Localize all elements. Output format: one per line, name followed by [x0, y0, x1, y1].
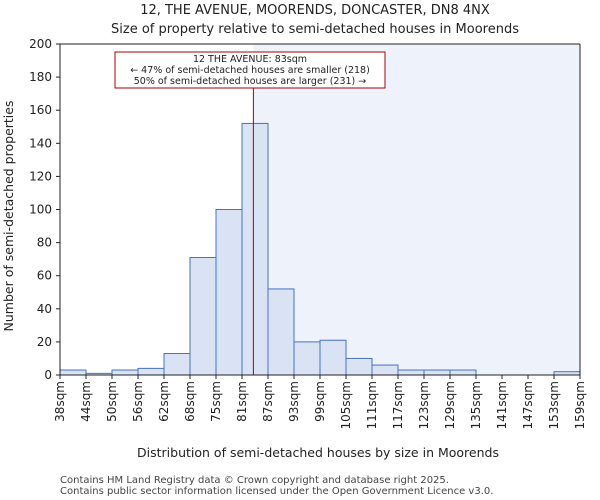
- x-tick-label: 159sqm: [573, 381, 587, 429]
- bar: [215, 209, 243, 376]
- y-tick-label: 180: [29, 70, 52, 84]
- bar: [449, 369, 477, 376]
- x-tick-label: 38sqm: [53, 381, 67, 422]
- y-tick-label: 0: [44, 368, 52, 382]
- y-tick-label: 40: [37, 302, 52, 316]
- y-tick-label: 120: [29, 169, 52, 183]
- y-tick-label: 100: [29, 203, 52, 217]
- bar: [189, 256, 217, 376]
- bar: [111, 369, 139, 376]
- x-tick-label: 50sqm: [105, 381, 119, 422]
- plot-area: 0 20 40 60 80 100 120 140 160 180 200 38sqm 44sqm 50s…: [29, 37, 587, 429]
- x-tick-label: 62sqm: [157, 381, 171, 422]
- x-tick-label: 111sqm: [365, 381, 379, 429]
- x-tick-label: 87sqm: [261, 381, 275, 422]
- y-tick-label: 200: [29, 37, 52, 51]
- bar: [423, 369, 451, 376]
- y-tick-label: 20: [37, 335, 52, 349]
- y-tick-label: 60: [37, 269, 52, 283]
- x-tick-label: 56sqm: [131, 381, 145, 422]
- y-axis-label: Number of semi-detached properties: [1, 101, 16, 332]
- bar: [371, 364, 399, 376]
- footer-line-1: Contains HM Land Registry data © Crown c…: [60, 475, 449, 486]
- y-tick-label: 140: [29, 136, 52, 150]
- bar: [241, 122, 269, 376]
- bar: [293, 341, 321, 376]
- x-tick-label: 93sqm: [287, 381, 301, 422]
- bar: [137, 367, 165, 376]
- x-tick-label: 99sqm: [313, 381, 327, 422]
- x-axis-label: Distribution of semi-detached houses by …: [137, 445, 499, 460]
- x-tick-label: 147sqm: [521, 381, 535, 429]
- bar: [319, 339, 347, 376]
- bar: [397, 369, 425, 376]
- annotation-line: 50% of semi-detached houses are larger (…: [134, 76, 367, 87]
- x-tick-label: 153sqm: [547, 381, 561, 429]
- x-tick-label: 141sqm: [495, 381, 509, 429]
- bar: [345, 357, 373, 376]
- annotation-box: [114, 51, 386, 89]
- footer-line-2: Contains public sector information licen…: [60, 486, 493, 497]
- x-tick-label: 129sqm: [443, 381, 457, 429]
- x-tick-label: 81sqm: [235, 381, 249, 422]
- chart-subtitle: Size of property relative to semi-detach…: [111, 22, 519, 37]
- annotation-line: ← 47% of semi-detached houses are smalle…: [130, 65, 370, 76]
- x-tick-label: 44sqm: [79, 381, 93, 422]
- y-tick-label: 160: [29, 103, 52, 117]
- bar: [163, 352, 191, 376]
- x-tick-label: 68sqm: [183, 381, 197, 422]
- x-tick-label: 135sqm: [469, 381, 483, 429]
- annotation-line: 12 THE AVENUE: 83sqm: [193, 54, 307, 65]
- bar: [59, 369, 87, 376]
- x-tick-label: 75sqm: [209, 381, 223, 422]
- x-tick-label: 117sqm: [391, 381, 405, 429]
- bar: [267, 288, 295, 376]
- highlight-region: [253, 44, 580, 375]
- x-tick-label: 105sqm: [339, 381, 353, 429]
- y-tick-label: 80: [37, 236, 52, 250]
- chart-title: 12, THE AVENUE, MOORENDS, DONCASTER, DN8…: [140, 3, 490, 18]
- x-tick-label: 123sqm: [417, 381, 431, 429]
